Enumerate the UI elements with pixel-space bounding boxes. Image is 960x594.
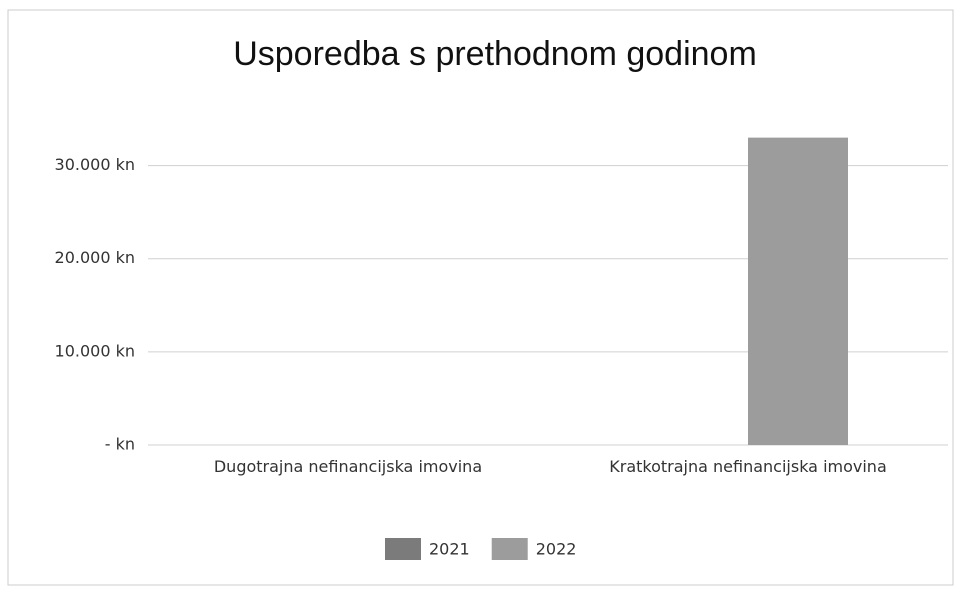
legend-label: 2022 (536, 540, 577, 559)
chart-frame (7, 9, 954, 586)
legend-swatch (385, 538, 421, 560)
bar (748, 137, 848, 445)
legend-label: 2021 (429, 540, 470, 559)
y-tick-label: 20.000 kn (55, 248, 135, 267)
x-tick-label: Kratkotrajna nefinancijska imovina (609, 457, 887, 476)
chart-title: Usporedba s prethodnom godinom (233, 35, 757, 73)
y-tick-label: 30.000 kn (55, 155, 135, 174)
y-tick-label: - kn (105, 435, 135, 454)
y-tick-label: 10.000 kn (55, 341, 135, 360)
legend-swatch (491, 538, 528, 560)
x-tick-label: Dugotrajna nefinancijska imovina (213, 457, 483, 476)
